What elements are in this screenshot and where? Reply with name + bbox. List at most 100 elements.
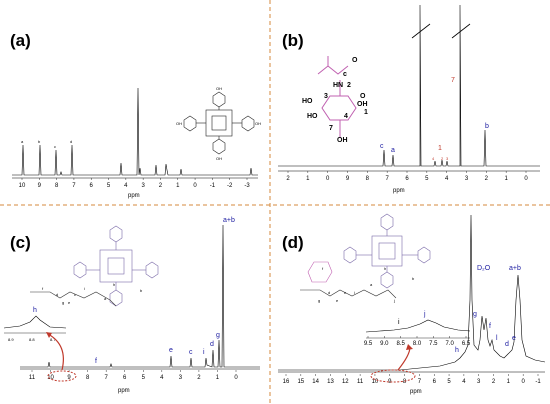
- panel-d-inset-tick-label: 6.5: [462, 341, 471, 347]
- panel-d-s-f: f: [322, 266, 324, 271]
- panel-c-s-g: g: [62, 300, 64, 305]
- panel-d-peak-h: h: [455, 347, 459, 354]
- panel-d-highlight: [370, 369, 416, 383]
- panel-d-tick-label: 4: [462, 379, 466, 385]
- panel-a-tick-label: 0: [193, 183, 197, 189]
- panel-c-label: (c): [10, 233, 31, 252]
- panel-a-tick-label: -1: [210, 183, 216, 189]
- panel-c-tick-label: 10: [47, 375, 54, 381]
- panel-a-label: (a): [10, 31, 31, 50]
- panel-c-peak-e: e: [169, 347, 173, 354]
- panel-a-tick-label: 2: [159, 183, 163, 189]
- panel-b-peak-a: a: [391, 147, 395, 154]
- panel-d-tick-label: 16: [283, 379, 290, 385]
- panel-c-inset-tick-0: 8.9: [8, 337, 14, 342]
- panel-a-peak-c: c: [54, 144, 56, 149]
- panel-a-xunit: ppm: [128, 193, 140, 199]
- panel-c-s-i: i: [84, 286, 85, 291]
- panel-c-tick-label: 6: [123, 375, 127, 381]
- panel-c-tick-label: 7: [105, 375, 109, 381]
- panel-b-s-3: 3: [324, 93, 328, 100]
- panel-d-tick-label: 3: [477, 379, 481, 385]
- panel-b-structure: [317, 56, 357, 138]
- panel-b-peak-7: 7: [451, 77, 455, 84]
- panel-b-peak-c: c: [380, 143, 384, 150]
- panel-a-tick-label: 1: [176, 183, 180, 189]
- panel-b-tick-label: 0: [326, 176, 330, 182]
- panel-d-inset-tick-label: 8.5: [396, 341, 405, 347]
- panel-d-tick-label: 0: [522, 379, 526, 385]
- panel-d-peak-d: d: [505, 341, 509, 348]
- panel-b-s-c: c: [343, 71, 347, 78]
- panel-a-oh-left: OH: [176, 121, 182, 126]
- panel-d-s-d: d: [328, 290, 330, 295]
- panel-c-s-h: h: [113, 282, 115, 287]
- panel-b-s-1: 1: [364, 109, 368, 116]
- panel-c-tick-label: 4: [160, 375, 164, 381]
- panel-c-inset-tick-2: 8.7: [50, 337, 56, 342]
- panel-a: (a) 10 9 8 7 6 5 4 3 2 1 0 -1 -2 -3 ppm a b c d OH OH…: [10, 31, 261, 199]
- panel-c-s-c: c: [74, 292, 76, 297]
- panel-b-tick-label: 3: [465, 176, 469, 182]
- panel-b-xunit: ppm: [393, 188, 405, 194]
- panel-d-tick-label: -1: [535, 379, 541, 385]
- panel-d-s-e: e: [336, 298, 339, 303]
- panel-d-inset-i: i: [398, 319, 400, 326]
- panel-d-tick-label: 10: [372, 379, 379, 385]
- panel-c-peak-f: f: [95, 358, 97, 365]
- panel-d-tick-label: 6: [433, 379, 437, 385]
- panel-d-xunit: ppm: [410, 389, 422, 395]
- panel-b-tick-label: 8: [366, 176, 370, 182]
- panel-a-oh-bottom: OH: [216, 156, 222, 161]
- panel-b-peak-b: b: [485, 123, 489, 130]
- panel-d-arrowhead: [406, 344, 413, 350]
- panel-a-structure: [183, 91, 255, 155]
- panel-c-tick-label: 5: [142, 375, 146, 381]
- panel-d-tick-label: 7: [418, 379, 422, 385]
- panel-a-peak-a: a: [21, 139, 24, 144]
- panel-a-peak-b: b: [38, 139, 41, 144]
- panel-d-s-i: i: [354, 290, 355, 295]
- panel-a-tick-label: -2: [227, 183, 233, 189]
- panel-b-tick-label: 9: [346, 176, 350, 182]
- panel-b-tick-label: 0: [524, 176, 528, 182]
- panel-b-s-o: O: [360, 93, 366, 100]
- panel-d-peak-d2o: D₂O: [477, 265, 491, 272]
- panel-d: (d) 16 15 14 13 12 11 10 9 8 7 6 5 4 3 2 1 0 -1 ppm 9.5 9.…: [278, 213, 546, 395]
- panel-b-tick-label: 2: [485, 176, 489, 182]
- panel-b-s-2: 2: [347, 82, 351, 89]
- panel-d-tick-label: 1: [507, 379, 511, 385]
- panel-d-tick-label: 14: [312, 379, 319, 385]
- panel-d-arrow: [397, 346, 411, 371]
- panel-d-peak-ab: a+b: [509, 265, 521, 272]
- panel-b-s-7: 7: [329, 125, 333, 132]
- panel-a-tick-label: 5: [107, 183, 111, 189]
- panel-c-s-b: b: [140, 288, 143, 293]
- panel-c-highlight: [47, 370, 77, 382]
- panel-b-tick-label: 5: [425, 176, 429, 182]
- panel-c-arrow: [47, 333, 64, 371]
- panel-d-s-b: b: [412, 276, 415, 281]
- panel-c-peak-d: d: [210, 341, 214, 348]
- panel-c-inset-tick-1: 8.8: [29, 337, 35, 342]
- panel-d-peak-f: f: [489, 323, 491, 330]
- panel-a-ticks: 10 9 8 7 6 5 4 3 2 1 0 -1 -2 -3: [19, 178, 250, 189]
- panel-a-oh-top: OH: [216, 86, 222, 91]
- panel-d-peak-g: g: [473, 311, 477, 318]
- panel-b-label: (b): [282, 31, 304, 50]
- panel-d-inset-tick-label: 9.0: [380, 341, 389, 347]
- panel-d-peak-e: e: [512, 335, 516, 342]
- panel-b-break-1: [411, 23, 431, 39]
- panel-d-tick-label: 13: [327, 379, 334, 385]
- panel-a-tick-label: 3: [141, 183, 145, 189]
- panel-c-s-d: d: [56, 292, 58, 297]
- panel-d-peak-l: l: [496, 335, 498, 342]
- panel-b-tick-label: 6: [405, 176, 409, 182]
- panel-c-tick-label: 8: [86, 375, 90, 381]
- panel-c-arrowhead: [46, 332, 52, 338]
- panel-d-tick-label: 11: [357, 379, 364, 385]
- panel-c-tick-label: 2: [197, 375, 201, 381]
- panel-b-break-2: [451, 23, 471, 39]
